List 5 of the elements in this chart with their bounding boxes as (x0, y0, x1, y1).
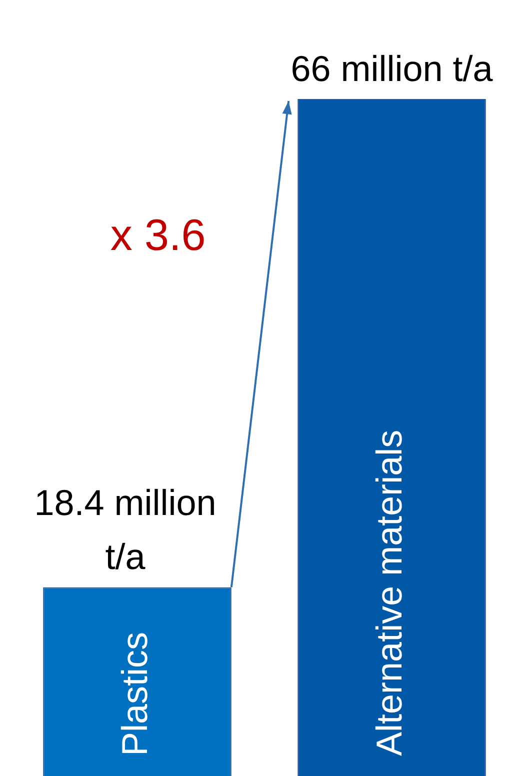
x-tick-label: Plastics (114, 632, 156, 756)
x-tick-label: Alternative materials (368, 430, 410, 756)
data-label: 66 million t/a (290, 48, 494, 89)
data-label: 18.4 million t/a (34, 482, 216, 578)
annotation: x 3.6 (110, 211, 206, 260)
